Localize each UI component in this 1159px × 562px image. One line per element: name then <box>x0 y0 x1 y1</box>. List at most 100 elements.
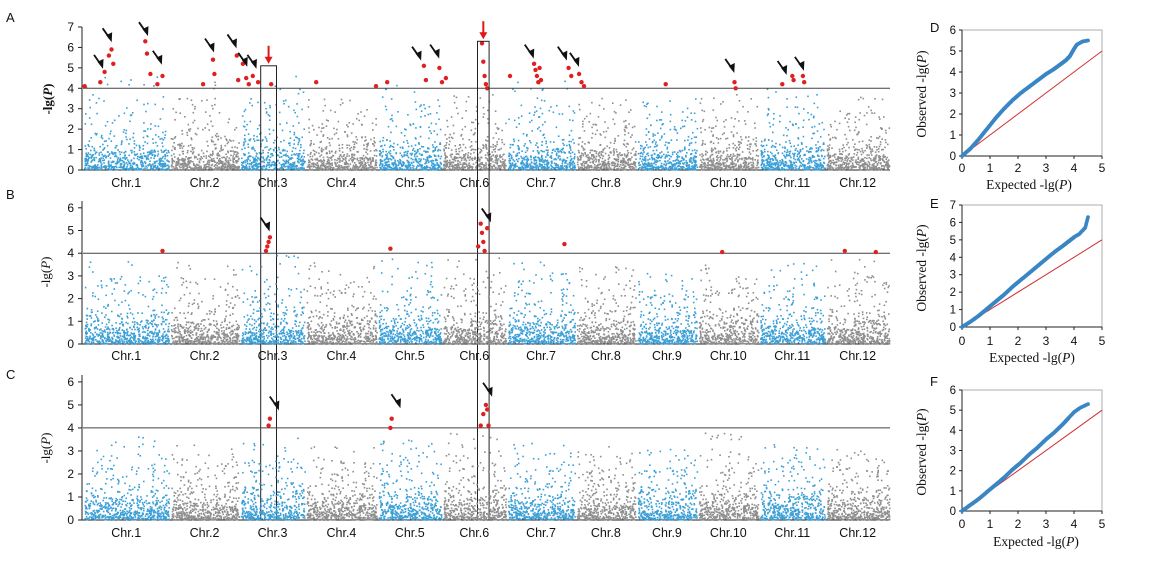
snp-point <box>598 104 601 107</box>
snp-point <box>165 149 167 151</box>
snp-point <box>126 163 129 166</box>
snp-point <box>555 158 558 161</box>
snp-point <box>709 164 711 166</box>
snp-point <box>604 152 607 155</box>
snp-point <box>731 159 733 161</box>
snp-point <box>392 157 395 159</box>
snp-point <box>366 143 369 145</box>
snp-point <box>184 162 186 165</box>
snp-point <box>434 155 436 157</box>
snp-point <box>314 163 317 165</box>
snp-point <box>350 132 353 134</box>
snp-point <box>817 148 820 151</box>
snp-point <box>432 165 435 168</box>
snp-point <box>138 149 141 151</box>
snp-point <box>390 131 392 134</box>
snp-point <box>338 160 341 163</box>
snp-point <box>309 155 311 158</box>
snp-point <box>641 155 644 158</box>
snp-point <box>755 154 758 157</box>
snp-point <box>521 166 524 169</box>
snp-point <box>121 166 124 169</box>
snp-point <box>602 131 605 133</box>
snp-point <box>265 158 268 160</box>
snp-point <box>760 150 762 152</box>
snp-point <box>513 166 516 168</box>
snp-point <box>673 167 676 169</box>
snp-point <box>134 169 136 171</box>
snp-point <box>447 147 450 149</box>
snp-point <box>315 164 317 166</box>
snp-point <box>360 161 363 164</box>
snp-point <box>103 165 105 168</box>
snp-point <box>114 162 117 165</box>
snp-point <box>645 105 648 108</box>
snp-point <box>479 158 481 161</box>
snp-point <box>142 163 144 165</box>
snp-point <box>430 156 432 158</box>
snp-point <box>682 162 684 164</box>
snp-point <box>671 167 673 170</box>
snp-point <box>735 164 737 167</box>
snp-point <box>166 160 169 162</box>
snp-point <box>686 107 689 110</box>
snp-point <box>796 150 799 152</box>
snp-point <box>535 159 537 162</box>
snp-point <box>543 133 545 136</box>
snp-point <box>806 166 809 168</box>
snp-point <box>502 154 504 156</box>
snp-point <box>766 164 769 166</box>
snp-point <box>656 105 658 108</box>
snp-point <box>299 149 301 152</box>
snp-point <box>646 117 649 120</box>
snp-point <box>541 160 543 163</box>
snp-point <box>248 166 251 168</box>
snp-point <box>462 143 465 146</box>
snp-point <box>98 159 101 161</box>
snp-point <box>365 162 367 164</box>
snp-point <box>262 157 265 160</box>
snp-point <box>467 156 470 159</box>
snp-point <box>366 167 368 169</box>
snp-point <box>453 95 455 97</box>
snp-point <box>331 137 333 140</box>
snp-point <box>318 160 321 162</box>
snp-point <box>614 162 616 165</box>
snp-point <box>721 133 724 136</box>
snp-point <box>436 112 438 114</box>
snp-point <box>683 125 686 128</box>
snp-point <box>183 166 185 169</box>
snp-point <box>160 163 163 165</box>
snp-point <box>195 156 197 158</box>
snp-point <box>518 148 520 151</box>
snp-point <box>647 146 650 149</box>
snp-point <box>130 160 132 162</box>
snp-point <box>100 163 103 165</box>
snp-point <box>415 108 418 111</box>
snp-point <box>515 155 517 157</box>
snp-point <box>542 166 544 168</box>
snp-point <box>532 166 535 168</box>
snp-point <box>122 167 124 170</box>
snp-point <box>694 162 697 164</box>
snp-point <box>588 167 591 169</box>
snp-point <box>260 152 263 155</box>
snp-point <box>495 162 498 164</box>
snp-point <box>690 160 692 162</box>
snp-point <box>373 154 376 157</box>
snp-point <box>622 160 625 163</box>
snp-point <box>135 167 138 170</box>
snp-point <box>409 124 412 127</box>
snp-point <box>499 160 502 162</box>
snp-point <box>126 159 129 161</box>
snp-point <box>301 159 303 162</box>
snp-point <box>420 116 422 118</box>
snp-point <box>227 141 230 143</box>
snp-point <box>616 153 619 156</box>
snp-point <box>730 167 732 170</box>
snp-point <box>512 151 515 153</box>
snp-point <box>591 132 594 135</box>
snp-point <box>308 163 311 166</box>
snp-point <box>736 94 738 96</box>
snp-point <box>387 158 389 160</box>
